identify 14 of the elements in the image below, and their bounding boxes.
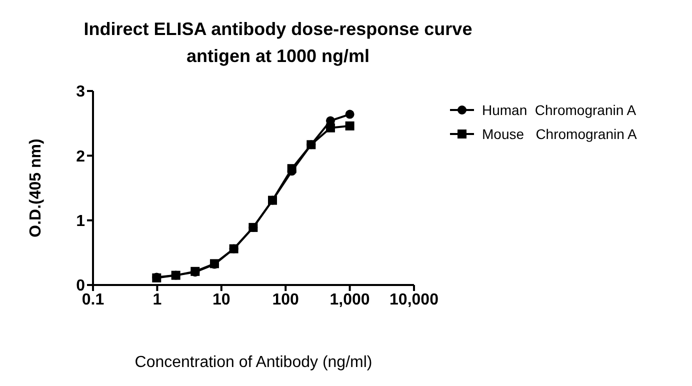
- x-tick-label: 1,000: [330, 291, 370, 308]
- legend-label: Mouse Chromogranin A: [482, 126, 637, 142]
- x-tick-label: 100: [272, 291, 300, 308]
- y-tick-label: 2: [76, 148, 86, 166]
- x-tick-label: 1: [152, 291, 162, 308]
- x-tick-label: 10: [212, 291, 230, 308]
- x-axis-title: Concentration of Antibody (ng/ml): [134, 354, 372, 371]
- x-tick-label: 10,000: [390, 291, 439, 308]
- chart-title: Indirect ELISA antibody dose-response curve: [82, 18, 474, 41]
- y-axis-title: O.D.(405 nm): [28, 138, 45, 238]
- chart-subtitle: antigen at 1000 ng/ml: [185, 45, 371, 68]
- legend-label: Human Chromogranin A: [482, 102, 636, 118]
- y-tick-label: 3: [76, 84, 86, 101]
- y-tick-label: 1: [76, 213, 86, 230]
